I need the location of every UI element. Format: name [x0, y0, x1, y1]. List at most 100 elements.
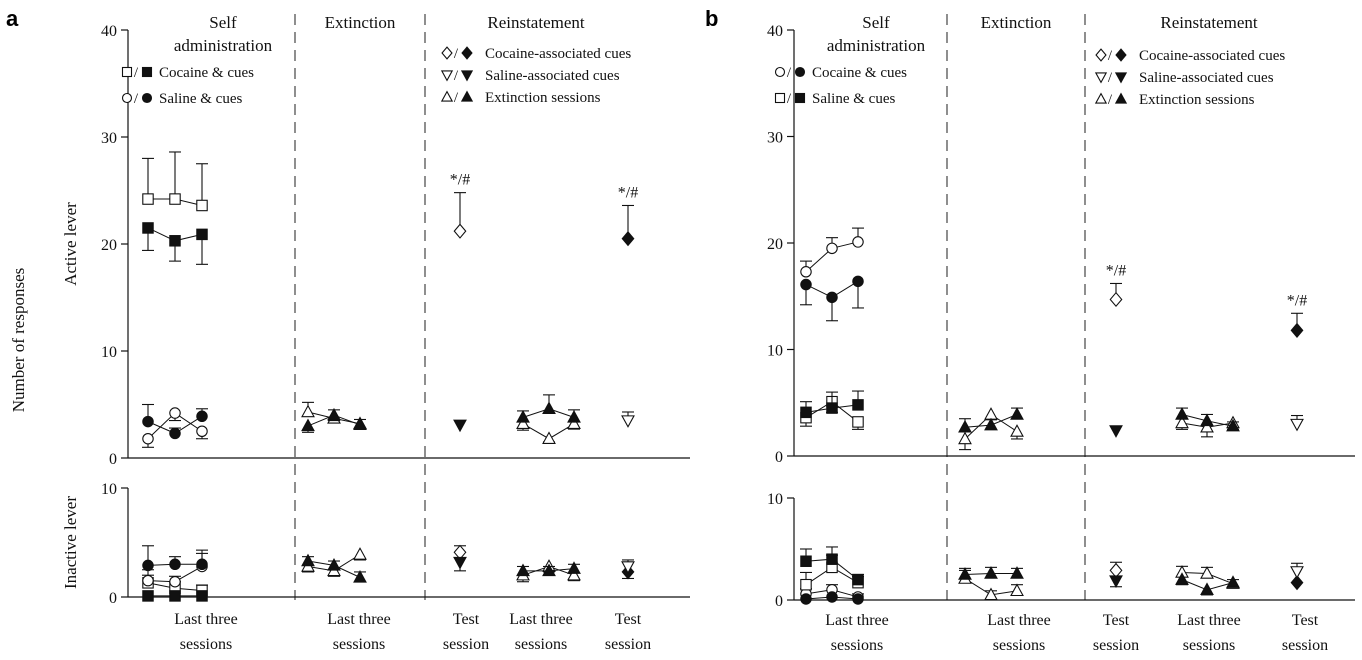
legend-marker-filled: [141, 66, 153, 78]
data-point-diamond: [1290, 575, 1304, 591]
data-point-circle: [826, 291, 838, 304]
data-point-diamond: [453, 223, 467, 239]
series-inactive-5: [958, 566, 1024, 580]
series-active-10: */#: [1287, 292, 1307, 338]
x-label: Test: [1292, 612, 1319, 629]
series-active-2: [142, 407, 208, 448]
data-point-circle: [196, 425, 208, 437]
series-active-3: [142, 403, 208, 440]
data-point-square: [142, 222, 154, 234]
data-point-triangle-up: [353, 417, 367, 431]
data-point-circle: [800, 278, 812, 291]
legend-marker-filled: [461, 46, 473, 60]
data-point-triangle-up: [958, 567, 972, 580]
data-point-triangle-down: [1290, 566, 1304, 579]
legend-slash: /: [454, 90, 459, 106]
data-point-triangle-up: [516, 409, 530, 423]
series-inactive-7: [1175, 572, 1240, 596]
series-active-1: [142, 222, 208, 265]
series-active-8: */#: [450, 172, 470, 239]
legend-label: Extinction sessions: [485, 90, 601, 106]
series-active-5: [301, 407, 367, 433]
data-point-triangle-down: [453, 556, 467, 570]
data-point-triangle-up: [1010, 407, 1024, 420]
data-point-triangle-up: [1175, 415, 1189, 429]
legend-label: Saline-associated cues: [1139, 70, 1274, 86]
data-point-triangle-up: [1200, 419, 1214, 433]
data-point-circle: [142, 559, 154, 572]
data-point-square: [196, 590, 208, 602]
data-point-square: [169, 590, 181, 602]
data-point-diamond: [1109, 291, 1123, 308]
data-point-triangle-up: [567, 561, 581, 574]
legend-slash: /: [787, 65, 792, 81]
data-point-square: [196, 199, 208, 212]
series-active-8: */#: [1106, 262, 1126, 308]
y-tick-label: 10: [101, 481, 117, 498]
data-point-circle: [142, 432, 154, 445]
data-point-circle: [826, 591, 838, 603]
legend-marker-open: [1094, 92, 1108, 104]
data-point-diamond: [1290, 322, 1304, 338]
data-point-circle: [142, 415, 154, 428]
x-label: Last three: [509, 611, 573, 628]
legend-marker-open: [1094, 72, 1108, 84]
legend-marker-filled: [141, 92, 153, 104]
data-point-triangle-up: [984, 566, 998, 579]
data-point-circle: [169, 427, 181, 440]
data-point-triangle-up: [516, 416, 530, 429]
series-active-0: [800, 227, 864, 278]
data-point-triangle-down: [1109, 575, 1123, 589]
panel-a: a Self administration Extinction Reinstateme…: [6, 6, 690, 653]
data-point-triangle-up: [327, 558, 341, 571]
y-tick-label: 40: [101, 23, 117, 40]
series-inactive-7: [516, 561, 581, 577]
x-label: sessions: [831, 637, 883, 654]
legend-label: Saline-associated cues: [485, 68, 620, 84]
legend-marker-filled: [1115, 48, 1127, 62]
data-point-triangle-up: [984, 587, 998, 601]
panel-letter: a: [6, 6, 19, 31]
data-point-square: [142, 193, 154, 205]
data-point-triangle-up: [1175, 407, 1189, 420]
data-point-triangle-up: [567, 416, 581, 429]
x-label: sessions: [180, 636, 232, 653]
data-point-triangle-up: [1175, 572, 1189, 585]
series-active-3: [800, 390, 864, 419]
data-point-triangle-up: [1200, 413, 1214, 427]
data-point-triangle-down: [621, 561, 635, 574]
y-tick-label: 10: [101, 344, 117, 361]
data-point-triangle-down: [453, 419, 467, 433]
legend-slash: /: [1108, 70, 1113, 86]
data-point-triangle-up: [1200, 566, 1214, 579]
data-point-diamond: [1109, 562, 1123, 579]
x-label: Test: [615, 611, 642, 628]
data-point-triangle-up: [984, 407, 998, 420]
x-label: Last three: [174, 611, 238, 628]
y-tick-label: 0: [775, 449, 783, 466]
x-label: session: [1282, 637, 1328, 654]
data-point-circle: [800, 593, 812, 605]
data-point-triangle-up: [301, 553, 315, 567]
data-point-square: [800, 578, 812, 591]
y-tick-label: 40: [767, 23, 783, 40]
panel-b: b Self administration Extinction Reinstateme…: [705, 6, 1355, 654]
data-point-triangle-up: [327, 407, 341, 421]
legend-marker-filled: [1114, 72, 1128, 84]
data-point-circle: [169, 407, 181, 419]
data-point-square: [142, 590, 154, 602]
y-tick-label: 10: [767, 343, 783, 360]
legend-slash: /: [1108, 48, 1113, 64]
legend-slash: /: [134, 65, 139, 81]
legend-marker-filled: [460, 70, 474, 82]
x-label: session: [443, 636, 489, 653]
series-inactive-9: [453, 556, 467, 572]
data-point-triangle-up: [301, 404, 315, 418]
data-point-triangle-up: [301, 418, 315, 432]
legend-slash: /: [454, 46, 459, 62]
legend-marker-open: [121, 66, 133, 78]
series-inactive-9: [1109, 575, 1123, 589]
data-point-triangle-up: [542, 431, 556, 444]
phase-header: administration: [827, 36, 926, 55]
y-tick-label: 0: [775, 593, 783, 610]
